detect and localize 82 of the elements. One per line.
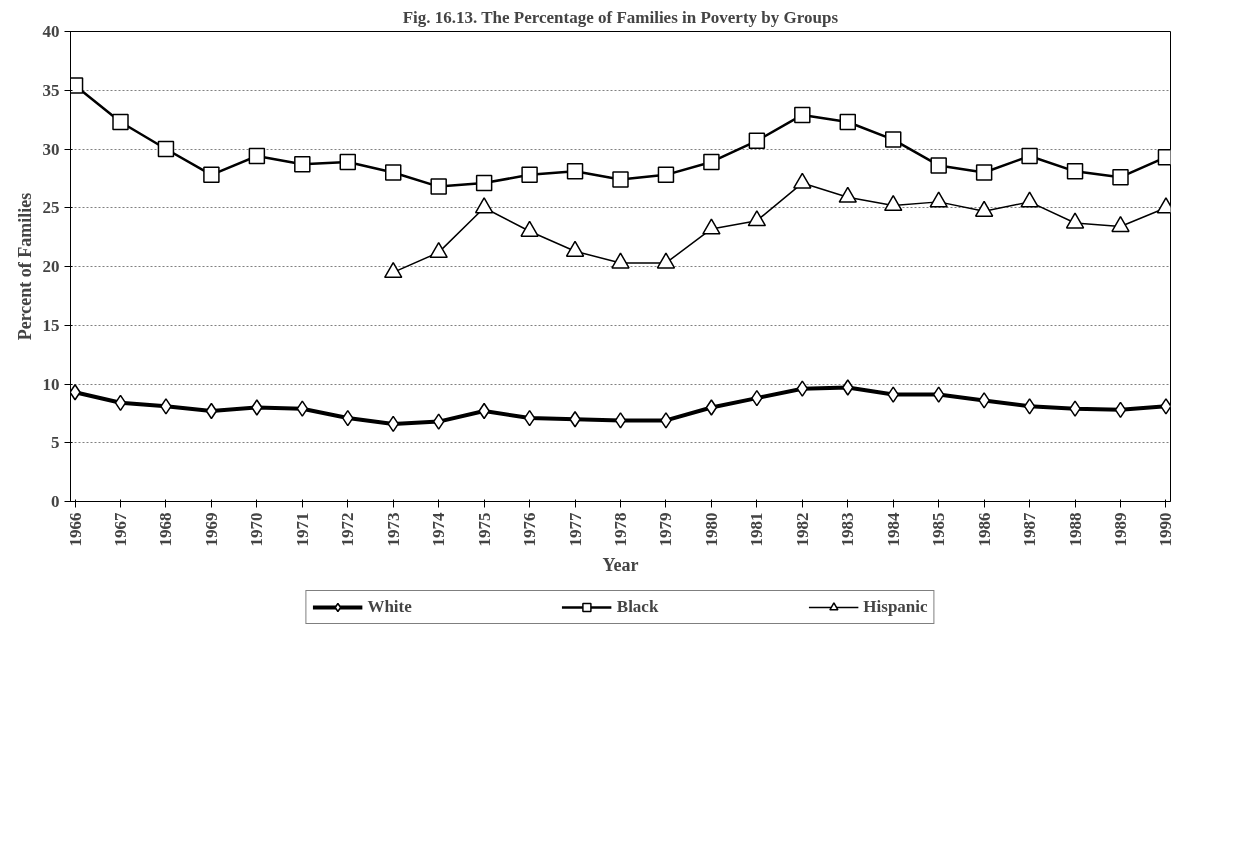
point (930, 157, 947, 174)
point (384, 164, 402, 181)
x-tick-label: 1990 (1156, 512, 1176, 547)
point (339, 153, 357, 171)
x-tick-label: 1982 (792, 512, 812, 547)
point (205, 402, 218, 420)
point (975, 164, 993, 181)
x-tick-label: 1976 (520, 512, 540, 547)
point (703, 153, 720, 171)
point (251, 399, 263, 416)
point (705, 399, 718, 416)
point (1021, 147, 1038, 165)
point (1023, 398, 1036, 415)
x-tick-label: 1980 (701, 512, 721, 547)
point (842, 379, 854, 396)
x-tick-label: 1969 (201, 512, 221, 547)
y-tick-label: 35 (42, 80, 60, 100)
point (660, 412, 672, 429)
point (839, 113, 857, 131)
x-tick-label: 1989 (1111, 512, 1130, 547)
x-tick-label: 1975 (474, 512, 494, 547)
x-tick-label: 1972 (338, 512, 358, 547)
point (566, 163, 584, 180)
y-tick-label: 15 (42, 315, 60, 335)
point (657, 166, 675, 184)
legend-label: Hispanic (863, 597, 928, 617)
x-tick-label: 1981 (747, 512, 767, 547)
point (294, 156, 311, 173)
point (112, 113, 129, 131)
point (475, 174, 493, 192)
y-tick-label: 25 (42, 198, 60, 218)
y-axis-title: Percent of Families (14, 192, 35, 341)
point (978, 392, 990, 409)
point (887, 386, 899, 403)
point (748, 132, 766, 150)
point (160, 398, 172, 415)
point (203, 166, 220, 184)
point (569, 411, 581, 428)
point (432, 413, 445, 430)
y-tick-label: 40 (42, 22, 60, 41)
y-tick-label: 5 (51, 433, 60, 453)
point (794, 106, 811, 124)
x-tick-label: 1978 (611, 512, 630, 547)
x-tick-label: 1977 (565, 512, 585, 547)
point (157, 140, 175, 158)
point (1112, 168, 1129, 186)
point (1069, 400, 1081, 417)
point (430, 178, 447, 195)
point (296, 400, 309, 417)
point (1066, 163, 1084, 180)
point (523, 409, 536, 427)
point (612, 171, 629, 188)
legend-label: White (367, 597, 412, 617)
x-tick-label: 1971 (292, 512, 312, 547)
x-tick-label: 1973 (383, 512, 403, 547)
y-tick-label: 20 (42, 257, 60, 276)
x-tick-label: 1988 (1065, 512, 1085, 547)
x-tick-label: 1970 (247, 512, 267, 547)
point (114, 394, 127, 412)
x-tick-label: 1967 (111, 512, 130, 547)
x-tick-label: 1979 (656, 512, 676, 547)
x-tick-label: 1966 (65, 512, 85, 547)
x-tick-label: 1983 (838, 512, 858, 547)
x-axis-title: Year (602, 554, 639, 575)
y-tick-label: 10 (42, 374, 60, 394)
point (521, 166, 538, 184)
point (614, 412, 627, 429)
point (248, 147, 266, 165)
x-tick-label: 1987 (1020, 512, 1040, 547)
point (932, 386, 945, 403)
point (884, 131, 902, 148)
x-tick-label: 1986 (974, 512, 994, 547)
y-tick-label: 30 (42, 139, 60, 159)
point (1114, 401, 1127, 419)
x-tick-label: 1974 (429, 512, 449, 547)
point (796, 380, 809, 397)
legend-label: Black (616, 597, 659, 617)
x-tick-label: 1985 (929, 512, 949, 547)
y-tick-label: 0 (51, 492, 60, 511)
x-tick-label: 1968 (156, 512, 176, 547)
x-tick-label: 1984 (883, 512, 903, 547)
chart-title: Fig. 16.13. The Percentage of Families in Poverty by Groups (402, 7, 839, 27)
